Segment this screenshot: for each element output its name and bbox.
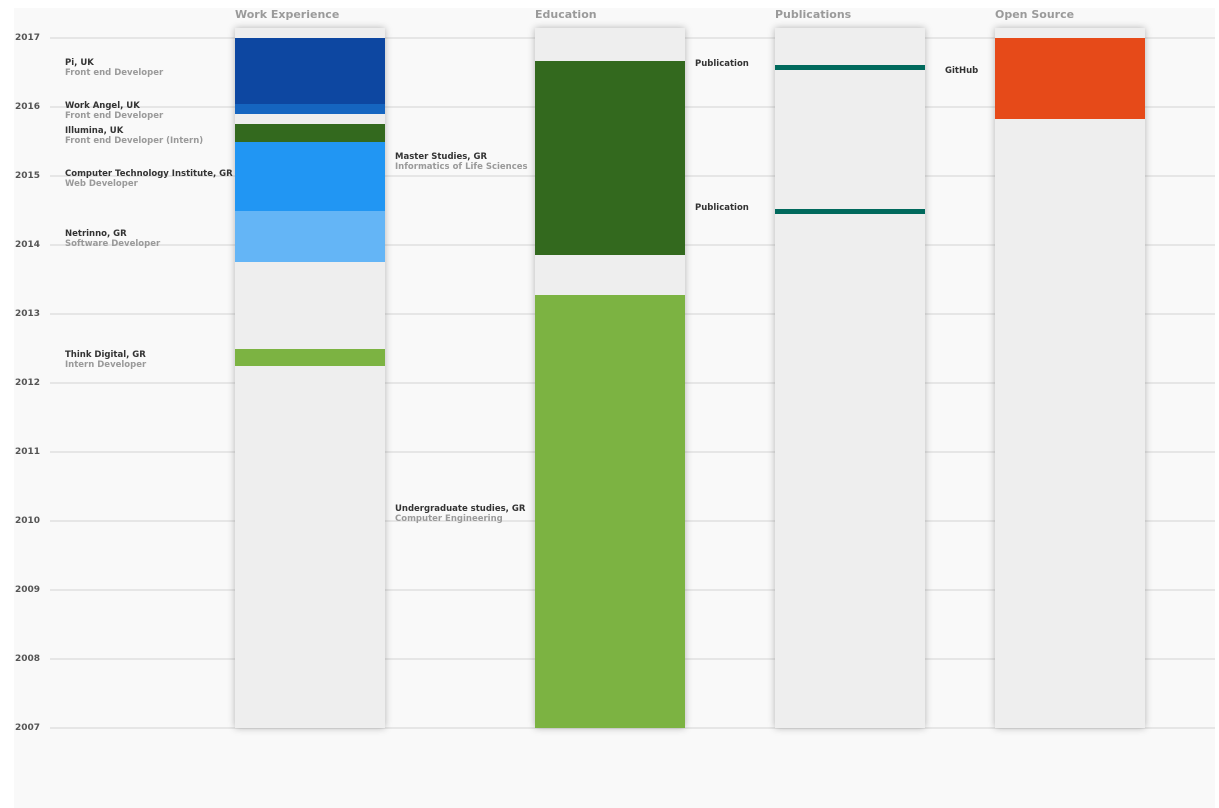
opensource-bar[interactable] xyxy=(995,38,1145,119)
column-header-work: Work Experience xyxy=(235,8,340,21)
work-label: Think Digital, GR Intern Developer xyxy=(65,350,146,370)
year-label: 2014 xyxy=(15,240,41,250)
column-education xyxy=(535,28,685,728)
column-header-publications: Publications xyxy=(775,8,852,21)
column-opensource xyxy=(995,28,1145,728)
work-title: Netrinno, GR xyxy=(65,229,127,239)
column-work xyxy=(235,28,385,728)
publication-marker[interactable] xyxy=(775,208,925,214)
year-label: 2009 xyxy=(15,585,41,595)
year-label: 2017 xyxy=(15,33,41,43)
education-bar[interactable] xyxy=(535,60,685,256)
publication-label: Publication xyxy=(695,203,749,213)
work-role: Front end Developer xyxy=(65,111,164,121)
year-label: 2011 xyxy=(15,447,41,457)
publication-label: Publication xyxy=(695,59,749,69)
work-title: Illumina, UK xyxy=(65,126,124,136)
opensource-label: GitHub xyxy=(945,66,978,76)
year-label: 2010 xyxy=(15,516,41,526)
work-bar[interactable] xyxy=(235,103,385,114)
opensource-title: GitHub xyxy=(945,66,979,76)
work-role: Web Developer xyxy=(65,179,138,189)
work-bar[interactable] xyxy=(235,38,385,104)
work-role: Intern Developer xyxy=(65,360,147,370)
work-role: Front end Developer xyxy=(65,68,164,78)
column-header-opensource: Open Source xyxy=(995,8,1075,21)
work-title: Think Digital, GR xyxy=(65,350,146,360)
work-label: Illumina, UK Front end Developer (Intern) xyxy=(65,126,203,146)
work-label: Pi, UK Front end Developer xyxy=(65,58,163,78)
work-title: Work Angel, UK xyxy=(65,101,140,111)
work-bar[interactable] xyxy=(235,210,385,263)
publication-title: Publication xyxy=(695,202,749,213)
work-role: Software Developer xyxy=(65,239,161,249)
work-bar[interactable] xyxy=(235,124,385,142)
education-title: Master Studies, GR xyxy=(395,152,488,162)
column-publications xyxy=(775,28,925,728)
education-title: Undergraduate studies, GR xyxy=(395,504,526,514)
work-role: Front end Developer (Intern) xyxy=(65,136,204,146)
education-field: Informatics of Life Sciences xyxy=(395,162,528,172)
column-header-education: Education xyxy=(535,8,597,21)
publication-title: Publication xyxy=(695,58,749,69)
year-label: 2007 xyxy=(15,723,41,733)
year-label: 2013 xyxy=(15,309,41,319)
publication-marker[interactable] xyxy=(775,64,925,70)
year-label: 2008 xyxy=(15,654,41,664)
work-label: Computer Technology Institute, GR Web Dev… xyxy=(65,169,233,189)
work-title: Pi, UK xyxy=(65,58,94,68)
year-label: 2016 xyxy=(15,102,41,112)
education-label: Master Studies, GR Informatics of Life Sc… xyxy=(395,152,528,172)
education-label: Undergraduate studies, GR Computer Engine… xyxy=(395,504,525,524)
education-bar[interactable] xyxy=(535,294,685,728)
work-title: Computer Technology Institute, GR xyxy=(65,169,233,179)
work-bar[interactable] xyxy=(235,348,385,366)
education-field: Computer Engineering xyxy=(395,514,503,524)
work-bar[interactable] xyxy=(235,141,385,211)
work-label: Work Angel, UK Front end Developer xyxy=(65,101,163,121)
year-label: 2012 xyxy=(15,378,41,388)
work-label: Netrinno, GR Software Developer xyxy=(65,229,160,249)
gridline-2007 xyxy=(50,727,1215,729)
year-label: 2015 xyxy=(15,171,41,181)
